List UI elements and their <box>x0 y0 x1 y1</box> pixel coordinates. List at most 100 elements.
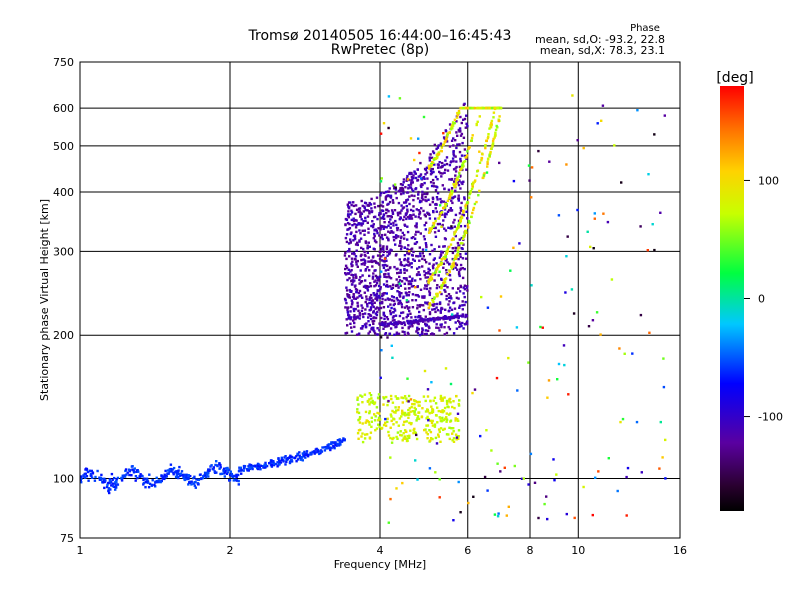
data-point <box>417 327 420 331</box>
data-point <box>473 106 477 110</box>
data-point <box>434 471 437 474</box>
data-point <box>379 336 383 339</box>
data-point <box>359 213 362 216</box>
data-point <box>360 258 363 262</box>
data-point <box>280 456 283 459</box>
data-point <box>421 328 424 332</box>
data-point <box>384 424 388 427</box>
plot-frame <box>79 61 681 539</box>
data-point <box>405 263 408 267</box>
data-point <box>469 106 472 110</box>
data-point <box>83 475 86 478</box>
data-point <box>376 296 380 299</box>
data-point <box>375 427 379 430</box>
data-point <box>465 157 468 160</box>
data-point <box>358 229 361 232</box>
data-point <box>486 489 489 492</box>
data-point <box>355 230 358 234</box>
data-point <box>419 217 422 220</box>
data-point <box>389 277 393 280</box>
data-point <box>445 316 448 319</box>
data-point <box>437 326 440 330</box>
data-point <box>451 237 455 240</box>
data-point <box>456 253 459 257</box>
data-point <box>425 332 428 336</box>
data-point <box>499 295 503 298</box>
data-point <box>380 349 383 352</box>
data-point <box>366 215 370 218</box>
data-point <box>460 121 463 125</box>
data-point <box>427 267 430 270</box>
data-point <box>437 435 440 438</box>
data-point <box>425 424 428 427</box>
data-point <box>426 388 430 391</box>
data-point <box>352 276 355 279</box>
data-point <box>457 287 460 290</box>
data-point <box>446 405 449 408</box>
data-point <box>381 205 385 208</box>
data-point <box>471 391 474 395</box>
data-point <box>476 120 479 123</box>
data-point <box>384 332 388 335</box>
data-point <box>400 235 403 238</box>
data-point <box>456 134 459 137</box>
data-point <box>396 271 399 275</box>
data-point <box>445 298 448 301</box>
data-point <box>373 419 377 422</box>
data-point <box>352 307 355 311</box>
data-point <box>397 406 400 409</box>
data-point <box>145 481 148 484</box>
data-point <box>475 174 479 177</box>
data-point <box>448 194 451 198</box>
data-point <box>332 441 335 444</box>
data-point <box>445 252 449 255</box>
data-point <box>455 178 458 181</box>
data-point <box>321 446 324 449</box>
data-point <box>380 316 383 320</box>
data-point <box>268 462 271 465</box>
data-point <box>384 190 388 194</box>
data-point <box>371 260 374 264</box>
data-point <box>380 427 383 430</box>
data-point <box>185 473 189 477</box>
data-point <box>347 294 351 297</box>
data-point <box>415 419 418 422</box>
data-point <box>116 483 120 486</box>
data-point <box>370 425 373 428</box>
data-point <box>357 437 360 440</box>
data-point <box>437 163 440 167</box>
data-point <box>421 198 425 201</box>
data-point <box>413 412 416 415</box>
data-point <box>465 106 468 110</box>
data-point <box>418 213 421 216</box>
data-point <box>346 311 349 314</box>
data-point <box>345 240 349 244</box>
data-point <box>593 212 596 215</box>
data-point <box>658 467 661 470</box>
data-point <box>464 300 467 304</box>
data-point <box>431 150 435 153</box>
data-point <box>436 198 439 201</box>
data-point <box>381 215 385 219</box>
data-point <box>196 482 200 485</box>
data-point <box>178 474 182 477</box>
data-point <box>449 419 453 422</box>
data-point <box>369 203 373 206</box>
data-point <box>387 126 390 130</box>
data-point <box>85 475 89 478</box>
data-point <box>444 229 448 232</box>
data-point <box>457 194 460 197</box>
data-point <box>397 301 401 305</box>
data-point <box>423 369 427 373</box>
data-point <box>354 297 358 300</box>
data-point <box>437 274 440 277</box>
data-point <box>410 172 413 176</box>
data-point <box>182 476 185 479</box>
data-point <box>412 189 415 193</box>
data-point <box>428 302 431 306</box>
data-point <box>440 211 444 214</box>
data-point <box>110 484 113 487</box>
data-point <box>462 103 466 106</box>
data-point <box>393 307 396 311</box>
data-point <box>496 462 499 465</box>
